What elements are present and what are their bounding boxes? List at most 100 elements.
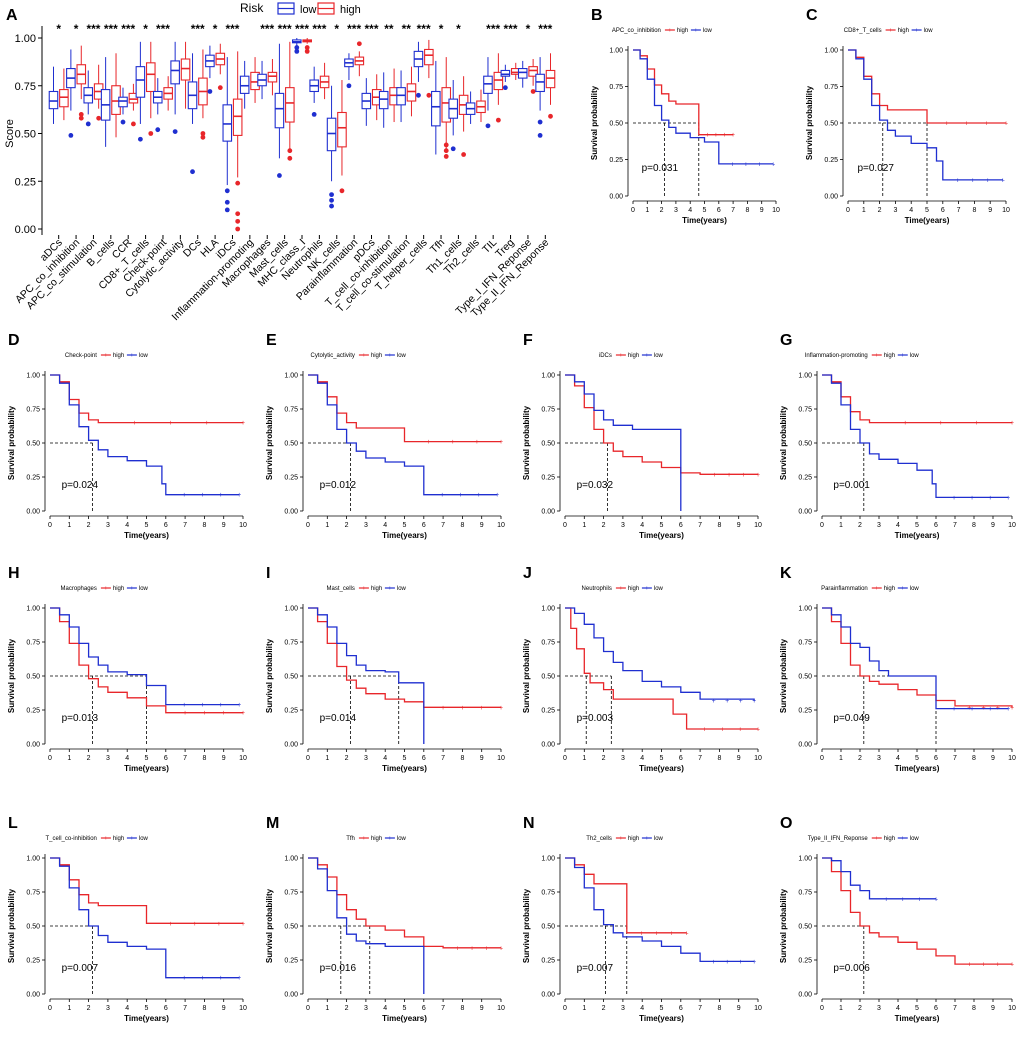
legend-mark-low: + — [130, 836, 134, 842]
legend-label-low: low — [924, 28, 934, 34]
x-tick-label: 1 — [325, 522, 329, 529]
censor-mark: + — [241, 710, 245, 717]
y-tick-label: 0.00 — [284, 742, 298, 749]
box-low — [274, 43, 285, 178]
panel-label: H — [8, 565, 20, 582]
box-low — [257, 60, 267, 100]
box-body — [378, 90, 389, 110]
x-tick-label: 7 — [183, 755, 187, 762]
panel-label: J — [523, 565, 532, 582]
category-group: ***Treg — [493, 22, 521, 260]
legend-mark-low: + — [388, 836, 392, 842]
survival-curve-low — [308, 374, 498, 496]
significance-mark: *** — [278, 22, 292, 36]
p-value: p=0.001 — [833, 480, 870, 491]
censor-mark: + — [730, 161, 734, 168]
x-tick-label: 7 — [953, 1005, 957, 1012]
box-high — [319, 62, 330, 100]
y-axis-title: Survival probability — [779, 638, 788, 713]
x-tick-label: 10 — [754, 522, 762, 529]
outlier-point — [78, 115, 84, 121]
x-tick-label: 4 — [688, 207, 692, 214]
censor-mark: + — [996, 962, 1000, 969]
censor-mark: + — [193, 921, 197, 928]
y-tick-label: 0.50 — [26, 441, 40, 448]
x-tick-label: 4 — [383, 522, 387, 529]
significance-mark: * — [74, 22, 79, 36]
outlier-point — [85, 121, 91, 127]
x-tick-label: 5 — [403, 755, 407, 762]
censor-mark: + — [1010, 705, 1014, 712]
censor-mark: + — [200, 702, 204, 709]
y-tick-label: 0.75 — [26, 890, 40, 897]
x-tick-label: 1 — [582, 522, 586, 529]
outlier-point — [339, 188, 345, 194]
outlier-point — [224, 207, 230, 213]
y-axis-title: Survival probability — [805, 85, 814, 160]
significance-mark: *** — [486, 22, 500, 36]
survival-curve-low — [565, 607, 755, 701]
box-body — [222, 104, 233, 142]
x-tick-label: 6 — [679, 1005, 683, 1012]
x-tick-label: 1 — [839, 1005, 843, 1012]
censor-mark: + — [219, 492, 223, 499]
y-tick-label: 0.00 — [26, 509, 40, 516]
x-tick-label: 6 — [934, 755, 938, 762]
censor-mark: + — [986, 177, 990, 184]
legend-label-high: high — [340, 4, 361, 16]
x-tick-label: 3 — [877, 755, 881, 762]
censor-mark: + — [1010, 420, 1014, 427]
censor-mark: + — [956, 177, 960, 184]
box-body — [517, 68, 528, 79]
box-high — [528, 59, 538, 94]
x-axis-title: Time(years) — [124, 1014, 169, 1023]
survival-curve-low — [308, 607, 425, 744]
x-tick-label: 7 — [441, 755, 445, 762]
panel-label: L — [8, 815, 18, 832]
x-tick-label: 0 — [48, 522, 52, 529]
y-tick-label: 0.00 — [609, 194, 623, 201]
x-tick-label: 6 — [422, 522, 426, 529]
censor-mark: + — [200, 492, 204, 499]
censor-mark: + — [169, 921, 173, 928]
box-body — [232, 98, 243, 136]
y-axis-title: Survival probability — [522, 638, 531, 713]
x-tick-label: 1 — [67, 1005, 71, 1012]
legend-label-high: high — [113, 836, 124, 842]
panel-label: G — [780, 332, 792, 349]
censor-mark: + — [132, 420, 136, 427]
p-value: p=0.012 — [320, 480, 357, 491]
y-tick-label: 0.25 — [26, 958, 40, 965]
km-title: T_cell_co-inhibition — [46, 836, 97, 842]
survival-curve-low — [633, 49, 774, 165]
y-tick-label: 0.00 — [798, 509, 812, 516]
x-tick-label: 9 — [737, 522, 741, 529]
outlier-point — [294, 45, 300, 50]
x-tick-label: 0 — [563, 522, 567, 529]
outlier-point — [443, 142, 449, 148]
x-tick-label: 6 — [934, 1005, 938, 1012]
x-tick-label: 5 — [915, 1005, 919, 1012]
censor-mark: + — [917, 896, 921, 903]
x-tick-label: 3 — [106, 522, 110, 529]
significance-mark: *** — [347, 22, 361, 36]
y-axis-title: Survival probability — [7, 405, 16, 480]
km-title: Check-point — [65, 353, 97, 359]
x-tick-label: 0 — [820, 1005, 824, 1012]
censor-mark: + — [722, 132, 726, 139]
y-tick-label: 1.00 — [798, 856, 812, 863]
y-tick-label: 0.75 — [284, 640, 298, 647]
box-low — [48, 66, 59, 124]
outlier-point — [235, 226, 241, 232]
box-low — [361, 78, 372, 126]
survival-curve-low — [50, 607, 240, 706]
km-panel-m: M Tfh + high + low 0.00 0.25 0.50 0.75 1.00 0 1 2 3 4 5 6… — [265, 815, 505, 1023]
box-low — [535, 57, 545, 138]
x-tick-label: 4 — [125, 522, 129, 529]
legend-mark-high: + — [875, 586, 879, 592]
x-tick-label: 0 — [563, 755, 567, 762]
y-tick-label: 1.00 — [609, 48, 623, 55]
box-low — [187, 53, 198, 175]
x-tick-label: 4 — [640, 1005, 644, 1012]
x-tick-label: 8 — [972, 755, 976, 762]
